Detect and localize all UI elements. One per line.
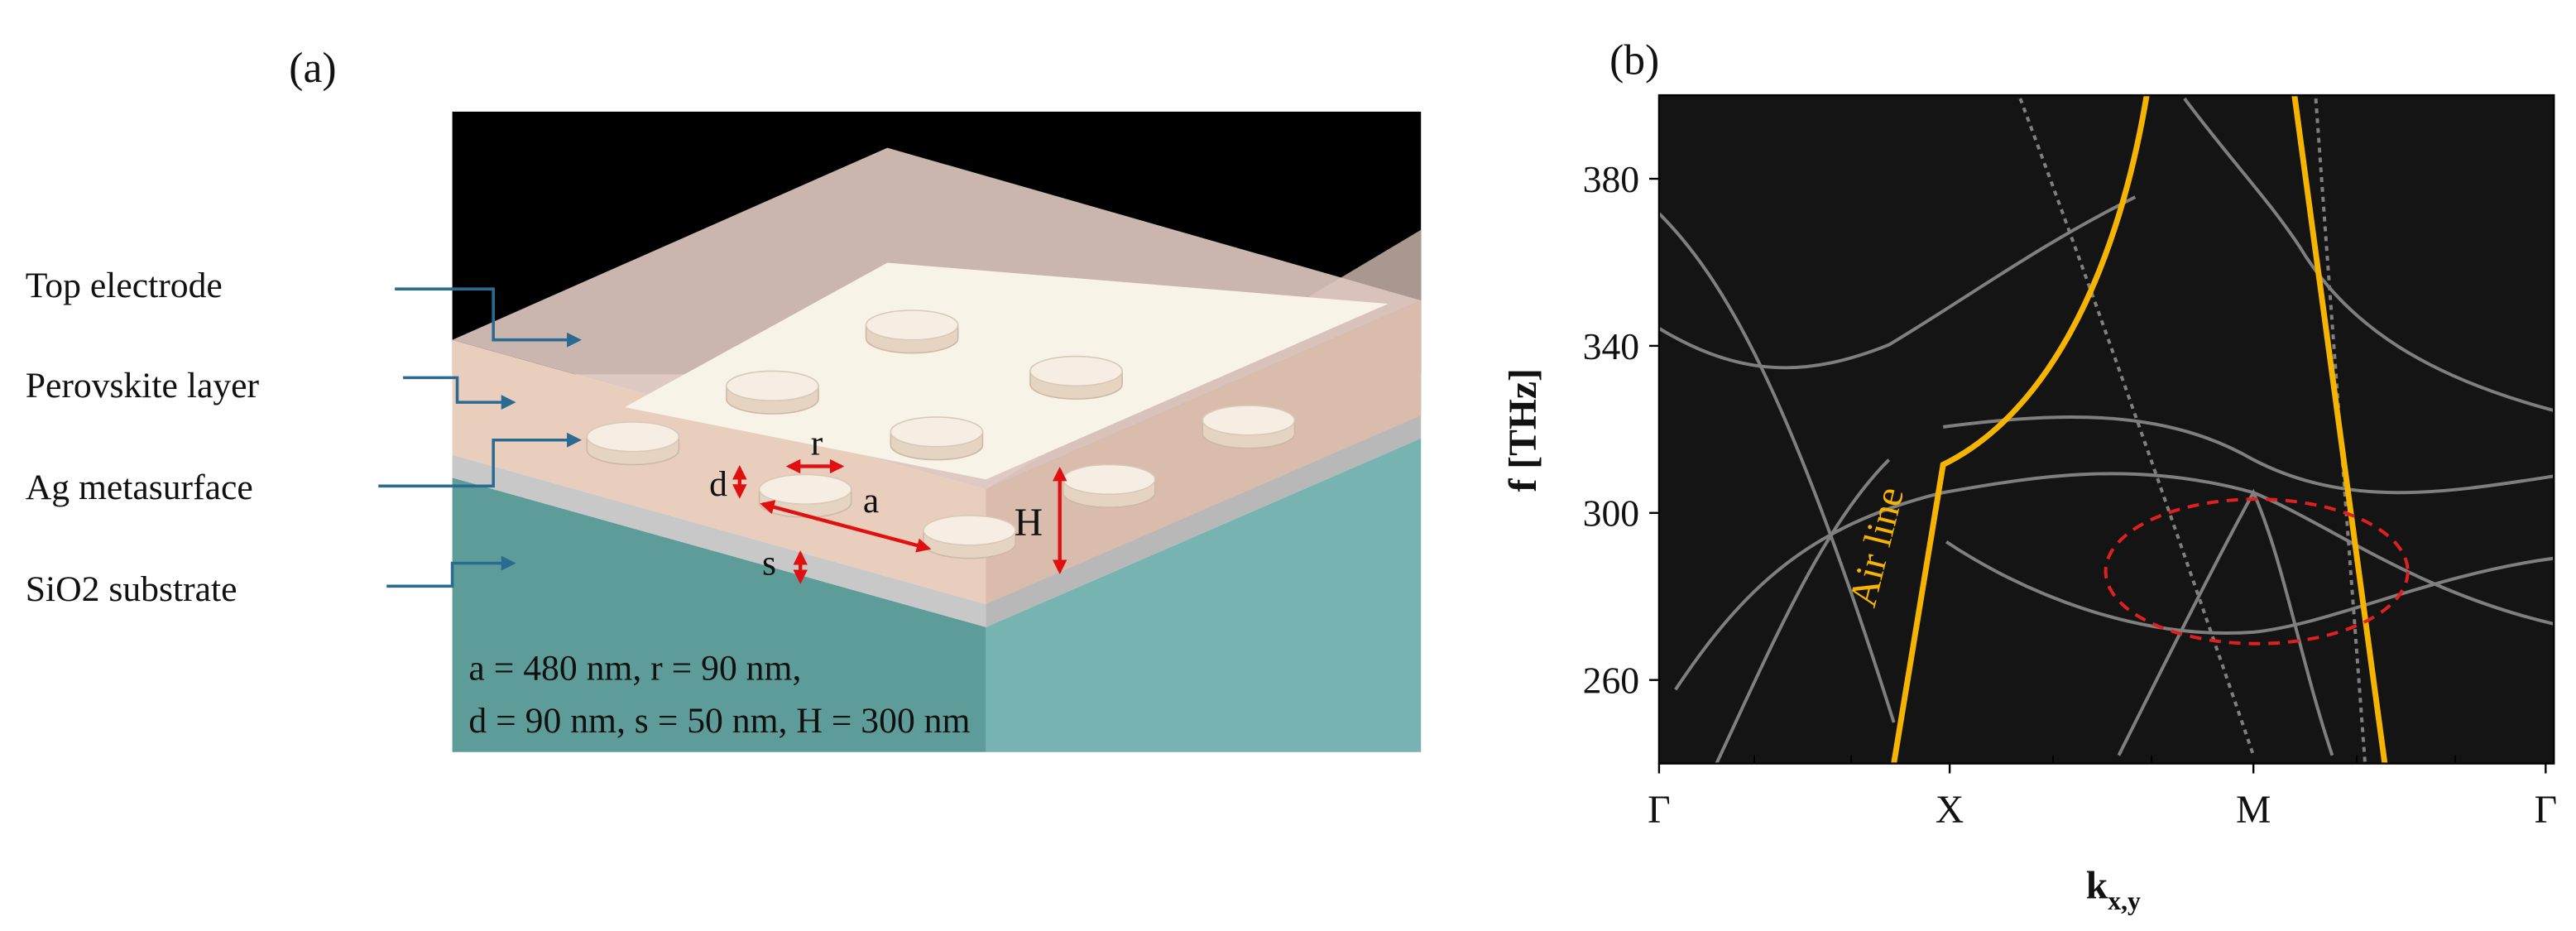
- arrow: [395, 287, 582, 348]
- disc-top: [1029, 355, 1123, 387]
- dimension-label: d: [709, 464, 727, 504]
- x-tick-label: X: [1936, 789, 1964, 832]
- band: [2183, 97, 2554, 412]
- arrow: [403, 376, 516, 410]
- panel-label: (a): [289, 45, 336, 92]
- band: [1715, 458, 1891, 765]
- air-line: [1891, 94, 2388, 765]
- x-tick-label: M: [2236, 789, 2271, 832]
- disc-top: [758, 473, 852, 505]
- panel-a: (a) r d a H s Top electrode Perovskite l…: [26, 45, 1422, 752]
- air-line-right: [2291, 94, 2388, 765]
- x-axis-label: kx,y: [2086, 864, 2141, 915]
- perovskite-top: [624, 262, 1389, 480]
- dimension-label: r: [811, 424, 823, 463]
- axes: 260 300 340 380 Γ X M Γ: [1583, 94, 2558, 832]
- parameters: d = 90 nm, s = 50 nm, H = 300 nm: [468, 701, 970, 741]
- x-axis-label-sub: x,y: [2108, 886, 2141, 915]
- disc-top: [726, 370, 819, 401]
- disc-top: [1202, 405, 1296, 436]
- arrow: [386, 555, 516, 588]
- layer-label: Top electrode: [26, 266, 223, 305]
- x-tick-label: Γ: [1648, 789, 1671, 832]
- band: [1657, 195, 2137, 370]
- leader-arrows: [378, 287, 582, 588]
- parameters: a = 480 nm, r = 90 nm,: [468, 648, 801, 688]
- substrate-side: [986, 438, 1422, 752]
- ag-layer: [452, 454, 986, 627]
- y-tick-label: 300: [1583, 492, 1639, 535]
- y-tick-label: 260: [1583, 660, 1639, 702]
- y-axis-label: f [THz]: [1502, 368, 1545, 492]
- arrow: [378, 432, 582, 488]
- layer-label: Perovskite layer: [26, 366, 260, 406]
- x-axis-label-main: k: [2086, 864, 2108, 907]
- highlight: [2103, 497, 2410, 645]
- band: [1942, 415, 2554, 495]
- disc-top: [890, 416, 984, 448]
- band: [1657, 212, 1896, 723]
- dimension-label: H: [1015, 501, 1043, 545]
- ag-layer-side: [986, 415, 1422, 627]
- band-plot: [1658, 95, 2554, 764]
- disc-top: [586, 421, 680, 453]
- arrow: [760, 500, 932, 553]
- dimension-label: s: [762, 543, 776, 583]
- dimension-label: a: [863, 481, 879, 521]
- perovskite-side: [986, 300, 1422, 605]
- disc-top: [1062, 463, 1156, 496]
- plot-frame: [1657, 94, 2555, 765]
- air-line-left: [1891, 94, 2150, 765]
- y-tick-label: 340: [1583, 325, 1639, 367]
- band: [1674, 472, 2554, 691]
- band: [1945, 540, 2554, 635]
- layer-label: SiO2 substrate: [26, 569, 237, 609]
- panel-label: (b): [1609, 36, 1659, 84]
- substrate-front: [452, 477, 986, 752]
- disc-top: [923, 515, 1016, 546]
- band: [2117, 488, 2334, 756]
- x-tick-label: Γ: [2535, 789, 2558, 832]
- y-tick-label: 380: [1583, 158, 1639, 200]
- discs: [586, 310, 1296, 559]
- disc-top: [865, 310, 959, 341]
- layer-label: Ag metasurface: [26, 468, 253, 507]
- dimension-arrows: [732, 458, 1067, 584]
